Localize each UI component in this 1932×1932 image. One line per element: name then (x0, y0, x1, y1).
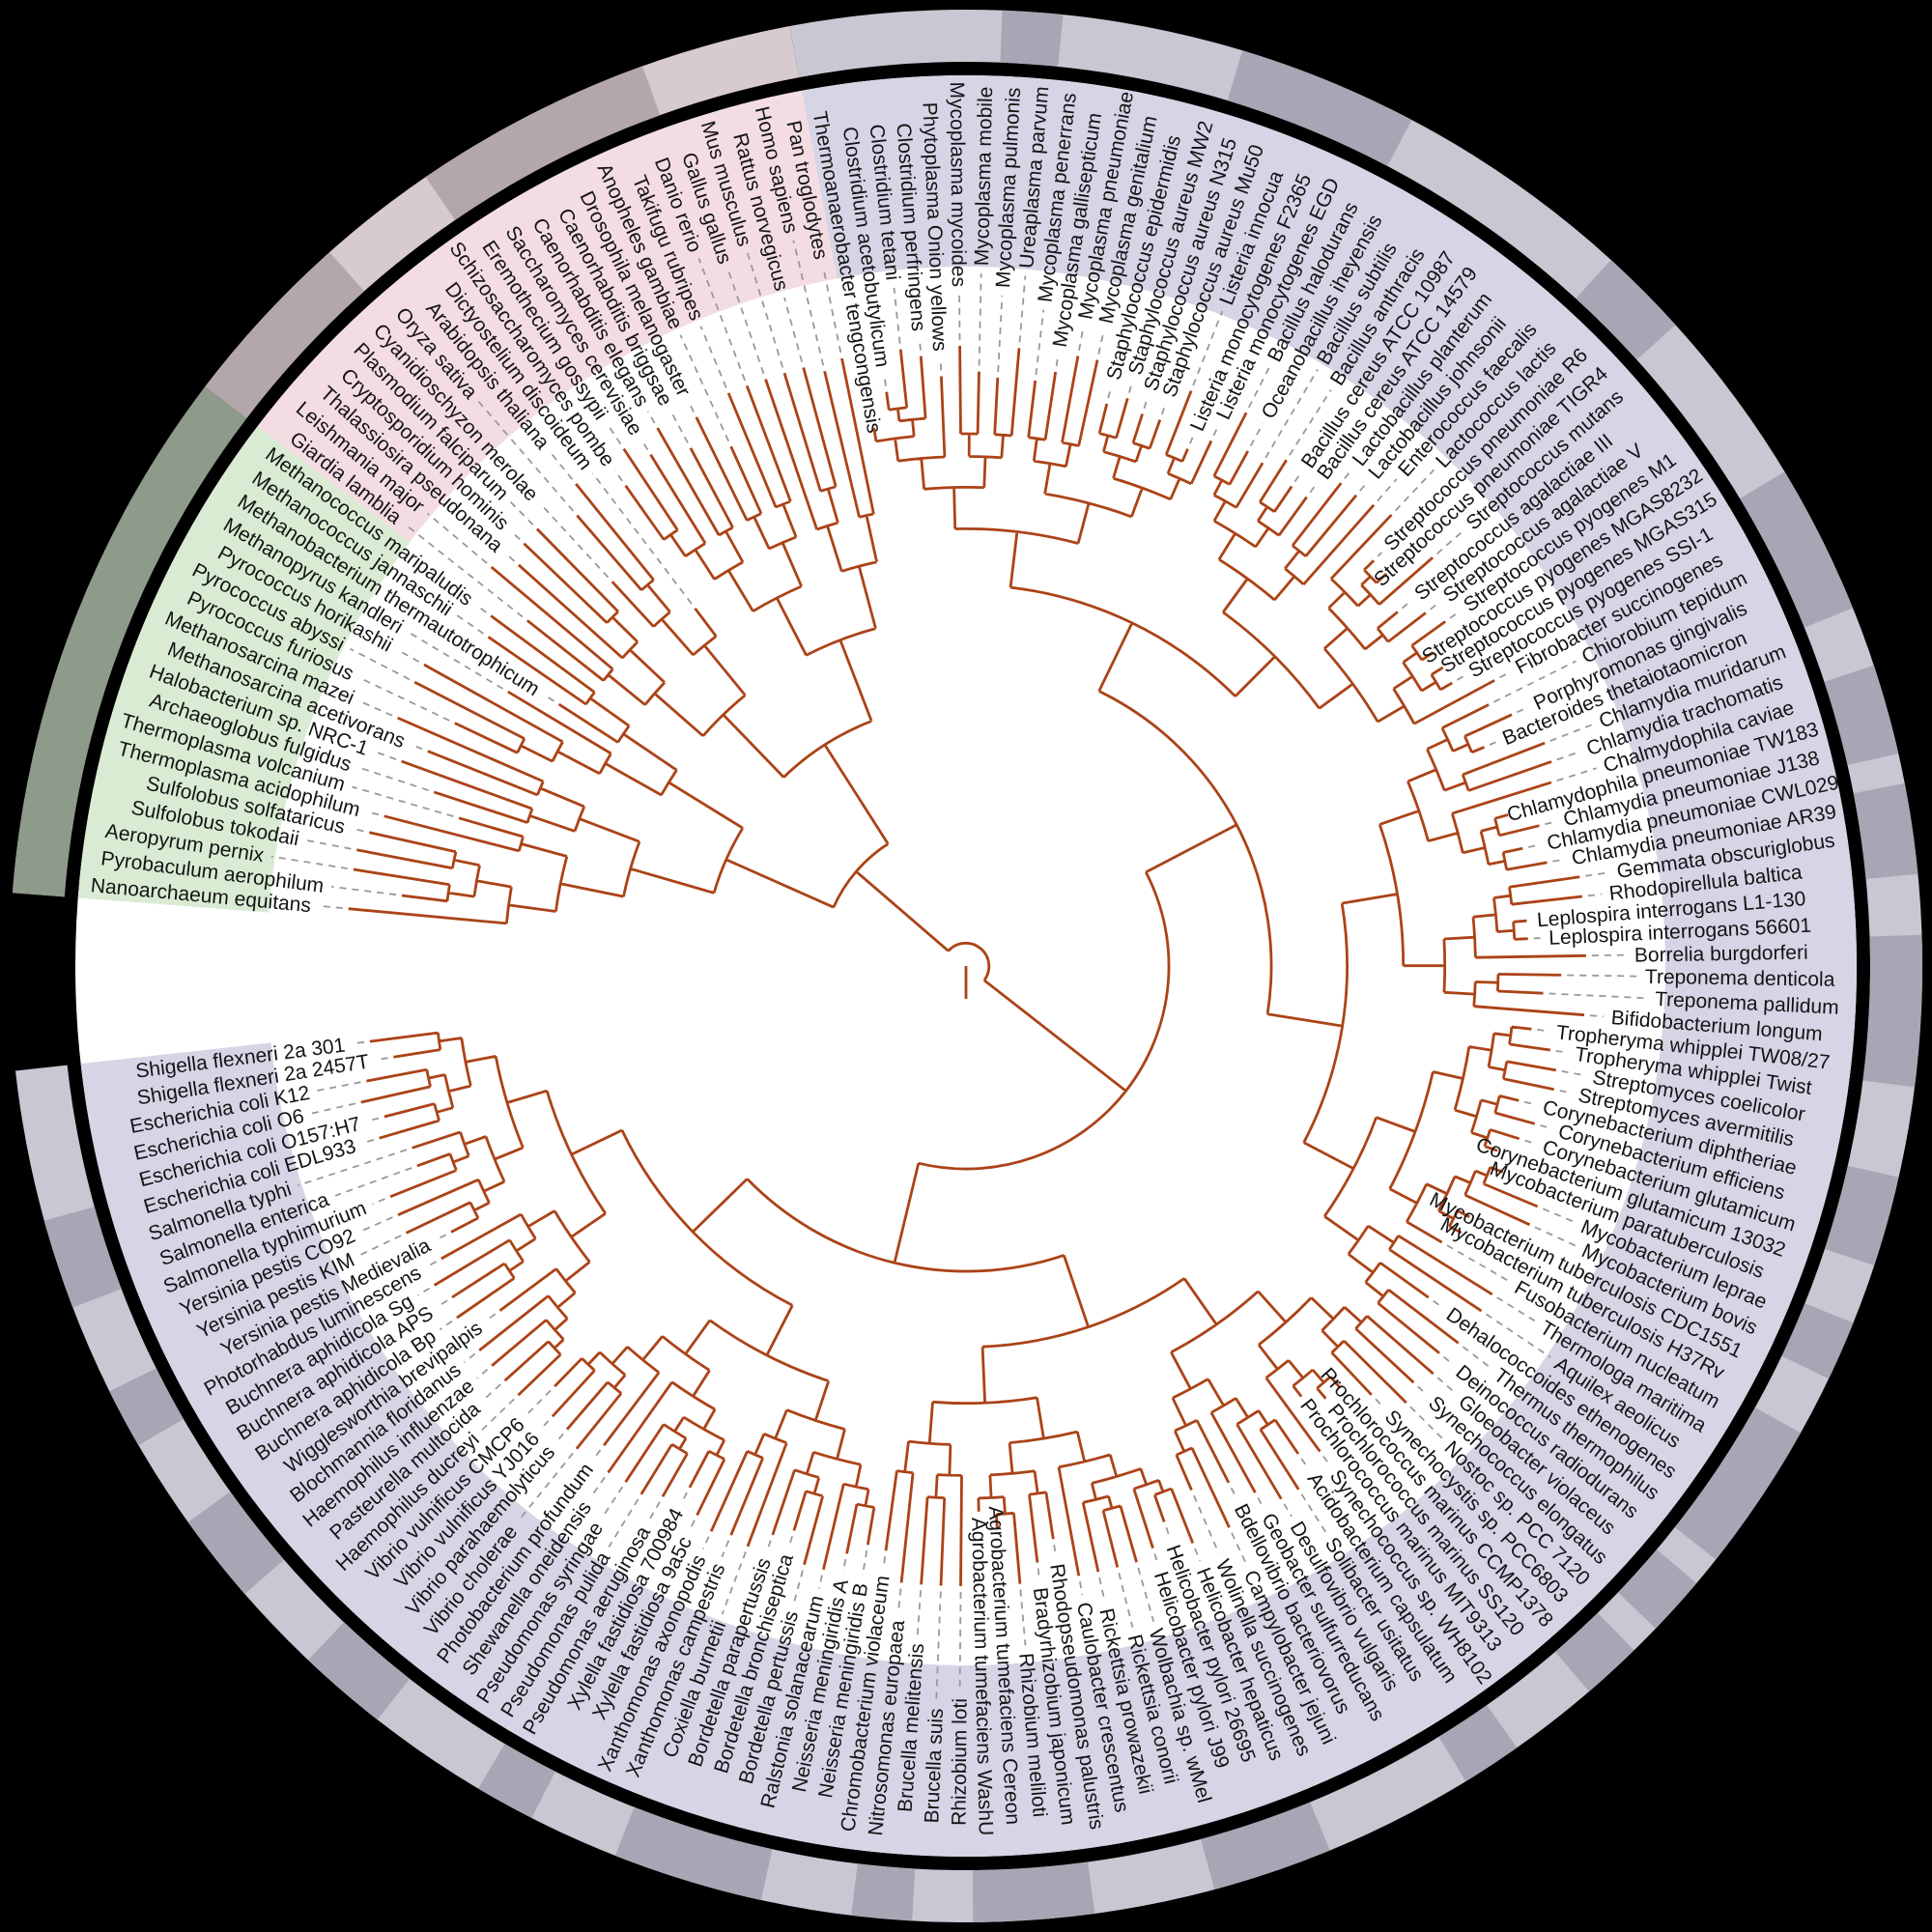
ring-segment (205, 252, 365, 418)
ring-segment (1438, 1705, 1518, 1781)
ring-segment (614, 1806, 773, 1900)
ring-segment (1576, 260, 1676, 360)
ring-segment (1824, 1165, 1899, 1265)
ring-segment (12, 386, 247, 897)
ring-segment (1618, 1549, 1697, 1629)
species-label[interactable]: Borrelia burgdorferi (1634, 942, 1808, 967)
species-label[interactable]: Brucella suis (921, 1708, 948, 1824)
ring-segment (425, 100, 581, 220)
leaf-leader-lines (270, 240, 1648, 1701)
ring-segment (1862, 934, 1923, 1088)
ring-segment (1674, 1407, 1801, 1560)
ring-segment (109, 1368, 184, 1446)
outer-ring (12, 10, 1923, 1923)
ring-segment (1227, 50, 1412, 166)
ring-segment (1000, 10, 1064, 67)
ring-segment (1201, 1802, 1330, 1889)
ring-segment (187, 1492, 285, 1595)
species-label[interactable]: Treponema denticola (1645, 966, 1835, 991)
species-label[interactable]: Mycoplasma mobile (971, 86, 997, 266)
ring-segment (972, 1861, 1095, 1922)
ring-segment (557, 66, 661, 149)
ring-segment (43, 1207, 122, 1308)
species-label[interactable]: Rhizobium loti (949, 1698, 972, 1826)
ring-segment (1824, 665, 1899, 765)
phylo-tree-branches (348, 345, 1586, 1587)
ring-segment (1554, 1612, 1634, 1691)
ring-segment (307, 1622, 410, 1720)
ring-segment (1853, 782, 1918, 879)
species-label[interactable]: Mycoplasma mycoides (946, 81, 970, 287)
taxon-bands (77, 74, 1858, 1857)
ring-segment (1740, 471, 1853, 628)
band-archaea (77, 426, 411, 913)
ring-segment (478, 1744, 555, 1818)
ring-segment (1781, 1303, 1854, 1379)
band-eukaryota (257, 90, 838, 543)
ring-segment (851, 1863, 916, 1921)
